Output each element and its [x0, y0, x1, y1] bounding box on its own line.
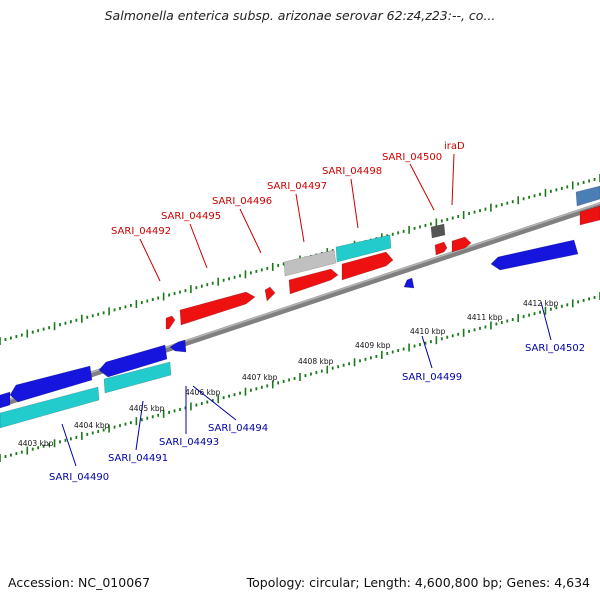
- label-SARI_04491[interactable]: SARI_04491: [108, 453, 168, 464]
- label-SARI_04502[interactable]: SARI_04502: [525, 343, 585, 354]
- gene-edge-fwd[interactable]: [579, 205, 600, 226]
- gene-rna-fwd[interactable]: [335, 234, 392, 263]
- forward-labels: SARI_04492 SARI_04495 SARI_04496 SARI_04…: [111, 141, 465, 237]
- genome-backbone-highlight: [0, 202, 600, 404]
- label-SARI_04498[interactable]: SARI_04498: [322, 166, 382, 177]
- gene-SARI_04492[interactable]: [165, 315, 176, 330]
- scale-label: 4408 kbp: [298, 357, 334, 366]
- gene-SARI_04498[interactable]: [341, 251, 394, 281]
- gene-rev-b[interactable]: [98, 344, 168, 378]
- gene-rna-rev-b[interactable]: [103, 361, 172, 394]
- scale-label: 4410 kbp: [410, 327, 446, 336]
- gene-rna-rev-a[interactable]: [0, 386, 100, 429]
- scale-label: 4411 kbp: [467, 313, 503, 322]
- label-SARI_04496[interactable]: SARI_04496: [212, 196, 272, 207]
- label-SARI_04492[interactable]: SARI_04492: [111, 226, 171, 237]
- reverse-tick-track: [0, 292, 600, 462]
- gene-SARI_04500[interactable]: [434, 241, 448, 256]
- gene-rev-left[interactable]: [0, 391, 11, 409]
- gene-rev-a[interactable]: [9, 365, 93, 403]
- genome-backbone: [0, 202, 600, 408]
- scale-label: 4406 kbp: [185, 388, 221, 397]
- scale-label: 4412 kbp: [523, 299, 559, 308]
- gene-SARI_04499[interactable]: [403, 277, 415, 289]
- gene-pseudo[interactable]: [283, 249, 337, 277]
- reverse-genes: [0, 239, 579, 429]
- gene-SARI_04497[interactable]: [288, 268, 339, 295]
- leader-SARI_04502: [540, 301, 552, 341]
- label-SARI_04499[interactable]: SARI_04499: [402, 372, 462, 383]
- label-iraD[interactable]: iraD: [444, 141, 465, 152]
- scale-label: 4403 kbp: [18, 439, 54, 448]
- topology-text: Topology: circular; Length: 4,600,800 bp…: [246, 575, 590, 590]
- accession-text: Accession: NC_010067: [8, 575, 151, 590]
- gene-SARI_04495[interactable]: [179, 291, 256, 326]
- scale-label: 4407 kbp: [242, 373, 278, 382]
- leader-SARI_04498: [350, 178, 359, 229]
- leader-SARI_04490: [61, 423, 77, 467]
- gene-rev-c[interactable]: [169, 339, 187, 353]
- label-SARI_04494[interactable]: SARI_04494: [208, 423, 268, 434]
- leader-SARI_04500: [409, 163, 435, 211]
- leader-SARI_04497: [295, 193, 305, 243]
- scale-label: 4405 kbp: [129, 404, 165, 413]
- leader-SARI_04496: [239, 208, 262, 254]
- map-title: Salmonella enterica subsp. arizonae sero…: [104, 8, 496, 23]
- reverse-label-leaders: [61, 301, 552, 467]
- scale-labels: 4403 kbp 4404 kbp 4405 kbp 4406 kbp 4407…: [18, 299, 559, 448]
- label-SARI_04500[interactable]: SARI_04500: [382, 152, 442, 163]
- gene-iraD[interactable]: [451, 236, 472, 253]
- label-SARI_04495[interactable]: SARI_04495: [161, 211, 221, 222]
- scale-label: 4404 kbp: [74, 421, 110, 430]
- leader-SARI_04492: [139, 238, 161, 282]
- label-SARI_04493[interactable]: SARI_04493: [159, 437, 219, 448]
- leader-iraD: [451, 153, 455, 206]
- leader-SARI_04499: [421, 335, 433, 369]
- forward-label-leaders: [139, 153, 455, 282]
- reverse-labels: SARI_04490 SARI_04491 SARI_04493 SARI_04…: [49, 343, 585, 483]
- gene-steelblue[interactable]: [575, 185, 600, 207]
- leader-SARI_04491: [135, 400, 144, 451]
- label-SARI_04497[interactable]: SARI_04497: [267, 181, 327, 192]
- label-SARI_04490[interactable]: SARI_04490: [49, 472, 109, 483]
- gene-dark[interactable]: [430, 223, 446, 239]
- forward-genes: [165, 185, 600, 330]
- gene-SARI_04496[interactable]: [264, 286, 276, 302]
- leader-SARI_04494: [192, 385, 237, 421]
- leader-SARI_04495: [189, 223, 208, 269]
- scale-label: 4409 kbp: [355, 341, 391, 350]
- gene-SARI_04502[interactable]: [490, 239, 579, 271]
